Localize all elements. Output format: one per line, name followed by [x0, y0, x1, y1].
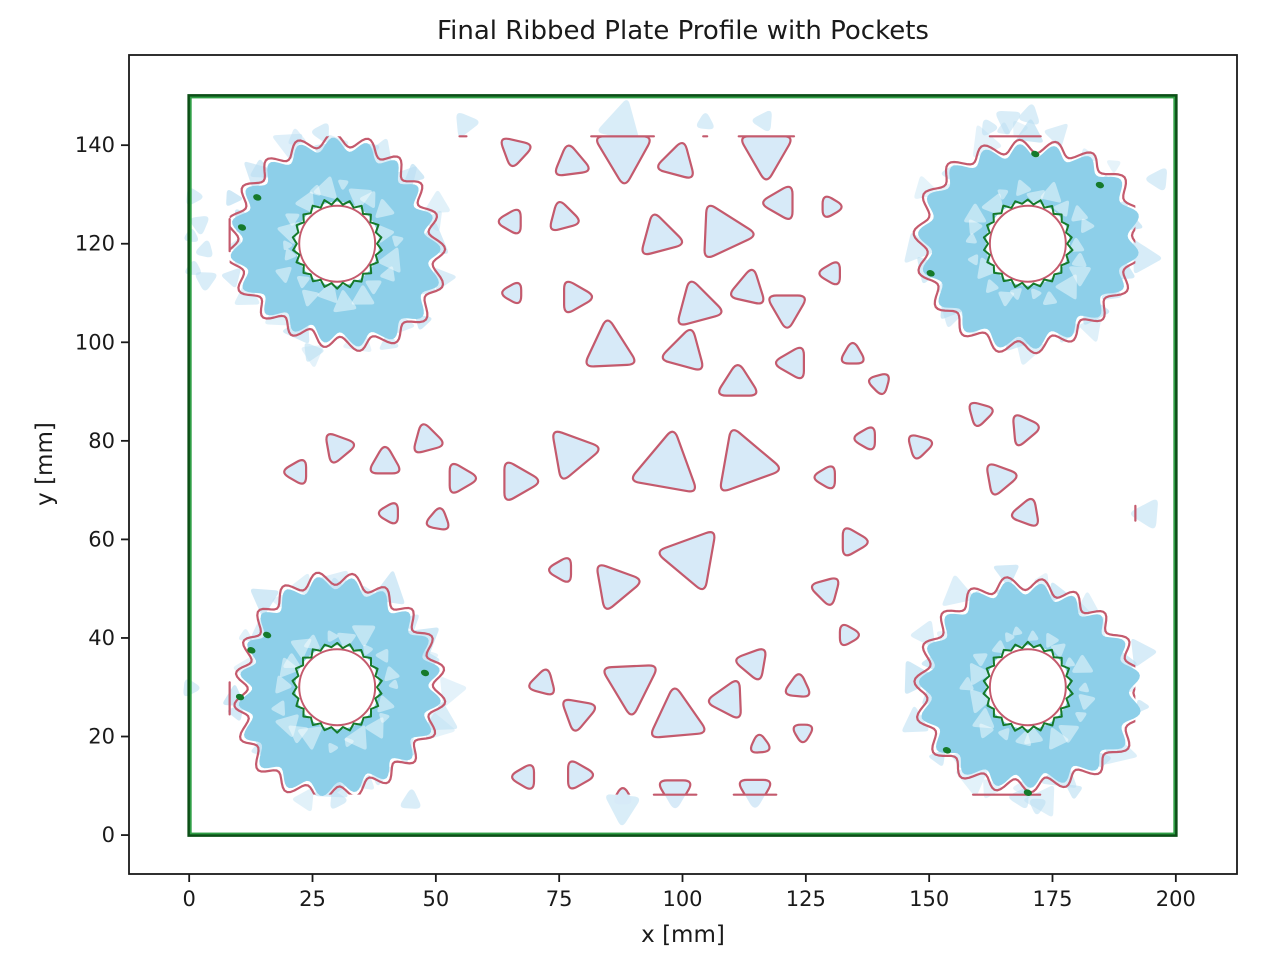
x-tick-label: 0 [182, 887, 195, 911]
axes-layer: 0 25 50 75 100 125 150 175 200 0 20 40 60 80 100 120 140 [75, 54, 1238, 911]
bolt-hole-layer [291, 197, 1074, 734]
y-tick-label: 80 [88, 429, 115, 453]
x-tick-label: 175 [1032, 887, 1072, 911]
y-tick-label: 20 [88, 725, 115, 749]
x-tick-label: 25 [299, 887, 326, 911]
x-tick-label: 100 [662, 887, 702, 911]
y-tick-label: 100 [75, 330, 115, 354]
x-tick-label: 125 [786, 887, 826, 911]
y-tick-label: 140 [75, 133, 115, 157]
y-axis-label: y [mm] [32, 422, 58, 506]
y-tick-label: 120 [75, 232, 115, 256]
x-tick-label: 75 [546, 887, 573, 911]
x-axis-label: x [mm] [641, 922, 725, 948]
y-tick-label: 0 [102, 823, 115, 847]
x-tick-label: 200 [1156, 887, 1196, 911]
x-tick-label: 150 [909, 887, 949, 911]
y-tick-label: 60 [88, 527, 115, 551]
x-tick-label: 50 [422, 887, 449, 911]
y-tick-label: 40 [88, 626, 115, 650]
red-outline-layer [229, 136, 1136, 795]
chart-title: Final Ribbed Plate Profile with Pockets [437, 16, 929, 46]
plate-border-layer [187, 94, 1178, 837]
